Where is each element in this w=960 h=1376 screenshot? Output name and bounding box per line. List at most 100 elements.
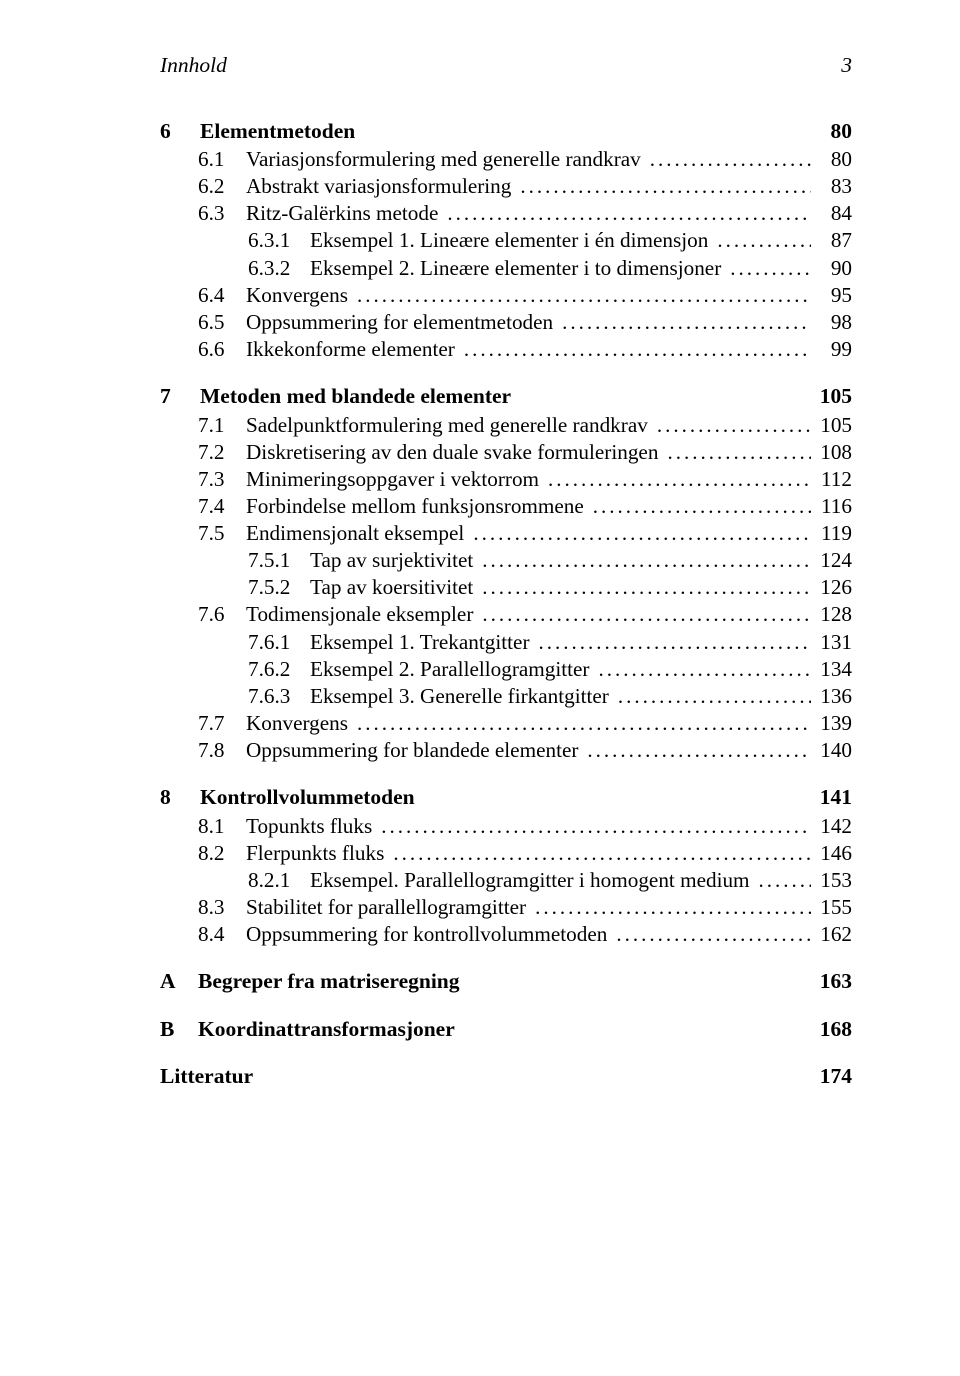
toc-entry-page: 134	[816, 656, 852, 683]
toc-leader-dots: ........................................…	[717, 227, 811, 254]
page-header: Innhold 3	[160, 52, 852, 80]
toc-entry-page: 124	[816, 547, 852, 574]
toc-section-row: 6.2Abstrakt variasjonsformulering.......…	[160, 173, 852, 200]
toc-entry-title: Eksempel 3. Generelle firkantgitter	[310, 683, 609, 710]
toc-section-row: 7.8Oppsummering for blandede elementer..…	[160, 737, 852, 764]
toc-section-row: 6.6Ikkekonforme elementer...............…	[160, 336, 852, 363]
toc-entry-title: Tap av surjektivitet	[310, 547, 473, 574]
toc-entry-page: 155	[816, 894, 852, 921]
toc-entry-number: 6.6	[198, 336, 246, 363]
toc-entry-number: 6.3.1	[248, 227, 310, 254]
toc-appendix-title: Koordinattransformasjoner	[198, 1016, 820, 1044]
toc-entry-page: 128	[816, 601, 852, 628]
toc-section-row: 6.5Oppsummering for elementmetoden......…	[160, 309, 852, 336]
toc-entry-page: 131	[816, 629, 852, 656]
toc-leader-dots: ........................................…	[587, 737, 811, 764]
toc-section-row: 7.4Forbindelse mellom funksjonsrommene..…	[160, 493, 852, 520]
toc-entry-title: Eksempel 1. Trekantgitter	[310, 629, 530, 656]
toc-entry-page: 90	[816, 255, 852, 282]
toc-entry-page: 136	[816, 683, 852, 710]
toc-entry-number: 6.2	[198, 173, 246, 200]
toc-leader-dots: ........................................…	[393, 840, 811, 867]
toc-chapter-row: 6Elementmetoden80	[160, 118, 852, 146]
toc-section-row: 7.3Minimeringsoppgaver i vektorrom......…	[160, 466, 852, 493]
toc-entry-page: 153	[816, 867, 852, 894]
toc-entry-page: 119	[816, 520, 852, 547]
toc-leader-dots: ........................................…	[730, 255, 811, 282]
toc-entry-title: Eksempel 1. Lineære elementer i én dimen…	[310, 227, 708, 254]
toc-entry-page: 98	[816, 309, 852, 336]
toc-entry-page: 139	[816, 710, 852, 737]
toc-entry-number: 6.3	[198, 200, 246, 227]
toc-entry-number: 7.5	[198, 520, 246, 547]
toc-appendix-letter: B	[160, 1016, 198, 1044]
toc-leader-dots: ........................................…	[381, 813, 811, 840]
toc-leader-dots: ........................................…	[464, 336, 811, 363]
toc-leader-dots: ........................................…	[357, 710, 811, 737]
toc-subsection-row: 7.6.2Eksempel 2. Parallellogramgitter...…	[160, 656, 852, 683]
toc-entry-title: Eksempel 2. Parallellogramgitter	[310, 656, 589, 683]
toc-entry-page: 142	[816, 813, 852, 840]
toc-subsection-row: 6.3.1Eksempel 1. Lineære elementer i én …	[160, 227, 852, 254]
toc-page: Innhold 3 6Elementmetoden806.1Variasjons…	[0, 0, 960, 1143]
toc-entry-title: Abstrakt variasjonsformulering	[246, 173, 511, 200]
toc-entry-title: Topunkts fluks	[246, 813, 372, 840]
toc-section-row: 8.3Stabilitet for parallellogramgitter..…	[160, 894, 852, 921]
toc-entry-number: 7.3	[198, 466, 246, 493]
toc-entry-title: Forbindelse mellom funksjonsrommene	[246, 493, 584, 520]
toc-entry-title: Konvergens	[246, 282, 348, 309]
toc-entry-number: 8.3	[198, 894, 246, 921]
toc-leader-dots: ........................................…	[667, 439, 811, 466]
toc-leader-dots: ........................................…	[539, 629, 812, 656]
toc-section-row: 7.2Diskretisering av den duale svake for…	[160, 439, 852, 466]
toc-bibliography-title: Litteratur	[160, 1063, 253, 1091]
toc-entry-page: 84	[816, 200, 852, 227]
toc-chapter-title: Kontrollvolummetoden	[200, 784, 820, 812]
toc-leader-dots: ........................................…	[616, 921, 811, 948]
toc-leader-dots: ........................................…	[535, 894, 811, 921]
toc-leader-dots: ........................................…	[759, 867, 811, 894]
toc-section-row: 6.1Variasjonsformulering med generelle r…	[160, 146, 852, 173]
toc-entry-number: 7.2	[198, 439, 246, 466]
toc-appendix-page: 168	[820, 1016, 852, 1044]
toc-entry-title: Ritz-Galërkins metode	[246, 200, 438, 227]
toc-leader-dots: ........................................…	[593, 493, 811, 520]
toc-entry-title: Oppsummering for elementmetoden	[246, 309, 553, 336]
toc-entry-title: Todimensjonale eksempler	[246, 601, 473, 628]
toc-entry-page: 95	[816, 282, 852, 309]
toc-subsection-row: 6.3.2Eksempel 2. Lineære elementer i to …	[160, 255, 852, 282]
toc-entry-title: Eksempel. Parallellogramgitter i homogen…	[310, 867, 750, 894]
toc-section-row: 7.6Todimensjonale eksempler.............…	[160, 601, 852, 628]
toc-chapter-number: 6	[160, 118, 200, 146]
toc-entry-title: Minimeringsoppgaver i vektorrom	[246, 466, 539, 493]
toc-leader-dots: ........................................…	[482, 574, 811, 601]
toc-section-row: 8.2Flerpunkts fluks.....................…	[160, 840, 852, 867]
toc-entry-page: 99	[816, 336, 852, 363]
toc-leader-dots: ........................................…	[473, 520, 811, 547]
toc-entry-page: 116	[816, 493, 852, 520]
toc-entry-number: 7.6.3	[248, 683, 310, 710]
toc-entry-page: 162	[816, 921, 852, 948]
toc-bibliography-page: 174	[820, 1063, 852, 1091]
toc-chapter-number: 8	[160, 784, 200, 812]
toc-entry-title: Variasjonsformulering med generelle rand…	[246, 146, 641, 173]
toc-section-row: 7.5Endimensjonalt eksempel..............…	[160, 520, 852, 547]
toc-entry-number: 7.6	[198, 601, 246, 628]
toc-chapter-page: 105	[820, 383, 852, 411]
toc-entry-number: 6.5	[198, 309, 246, 336]
toc-appendix-page: 163	[820, 968, 852, 996]
toc-subsection-row: 7.6.1Eksempel 1. Trekantgitter..........…	[160, 629, 852, 656]
toc-leader-dots: ........................................…	[482, 547, 811, 574]
toc-leader-dots: ........................................…	[657, 412, 811, 439]
toc-entry-number: 6.3.2	[248, 255, 310, 282]
toc-leader-dots: ........................................…	[357, 282, 811, 309]
toc-entry-title: Oppsummering for blandede elementer	[246, 737, 578, 764]
toc-section-row: 8.4Oppsummering for kontrollvolummetoden…	[160, 921, 852, 948]
toc-chapter-block: 7Metoden med blandede elementer1057.1Sad…	[160, 383, 852, 764]
toc-body: 6Elementmetoden806.1Variasjonsformulerin…	[160, 118, 852, 1091]
toc-leader-dots: ........................................…	[598, 656, 811, 683]
toc-leader-dots: ........................................…	[548, 466, 811, 493]
toc-entry-number: 7.6.2	[248, 656, 310, 683]
toc-entry-page: 87	[816, 227, 852, 254]
header-left: Innhold	[160, 52, 227, 80]
